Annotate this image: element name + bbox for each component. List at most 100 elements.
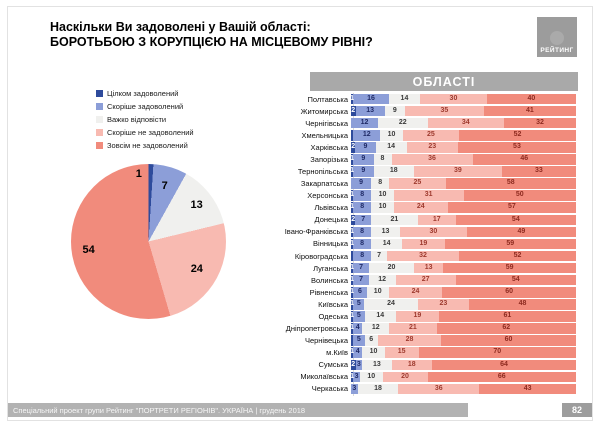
pie-slice-label: 1 — [135, 167, 142, 180]
bar-segment-value: 7 — [377, 251, 382, 259]
stacked-bar: 1 5 14 19 61 — [350, 311, 576, 322]
bar-segment-value: 32 — [419, 251, 427, 259]
bar-segment: 1 — [350, 262, 354, 274]
bar-segment: 21 — [371, 214, 418, 226]
bar-segment-value: 9 — [392, 106, 397, 114]
bar-segment-value: 70 — [493, 348, 502, 356]
bar-segment: 24 — [364, 299, 418, 310]
legend-label: Важко відповісти — [107, 115, 167, 124]
bar-segment: 1 — [350, 202, 354, 213]
legend-item: Скоріше задоволений — [96, 100, 194, 113]
bar-segment: 34 — [427, 117, 504, 129]
bar-segment-value: 2 — [351, 360, 356, 368]
bar-row: Луганська 1 7 20 13 59 — [282, 262, 578, 274]
bar-segment-value: 8 — [360, 239, 365, 247]
bar-segment-value: 12 — [360, 118, 369, 126]
bar-segment-value: 22 — [398, 118, 407, 126]
bar-segment-value: 21 — [408, 324, 417, 332]
legend-marker-icon — [96, 116, 103, 123]
bar-segment: 12 — [368, 274, 396, 286]
bar-segment: 49 — [466, 226, 576, 238]
bar-segment-value: 59 — [505, 263, 514, 271]
bar-segment-value: 8 — [380, 155, 385, 163]
region-label: Чернігівська — [305, 118, 348, 128]
bar-segment: 1 — [350, 154, 354, 165]
bar-segment: 41 — [483, 105, 576, 117]
bar-segment: 1 — [350, 166, 354, 177]
page-number-box: 82 — [562, 403, 592, 417]
bar-segment: 19 — [402, 238, 445, 250]
region-label: Запорізька — [310, 154, 348, 164]
bar-segment-value: 10 — [369, 348, 378, 356]
bar-segment: 14 — [388, 93, 421, 105]
bar-segment: 1 — [350, 226, 354, 238]
region-label: Сумська — [318, 360, 348, 370]
bar-segment: 64 — [432, 359, 576, 370]
bar-segment-value: 12 — [371, 324, 380, 332]
bar-segment-value: 52 — [513, 251, 522, 259]
region-label: Тернопільська — [297, 167, 348, 176]
bar-segment: 48 — [469, 299, 576, 310]
bar-segment: 23 — [406, 142, 458, 153]
bar-row: Запорізька 1 9 8 36 46 — [282, 153, 578, 165]
bar-segment: 12 — [362, 323, 390, 334]
bar-segment: 43 — [479, 383, 576, 395]
bar-segment: 36 — [391, 154, 473, 165]
bar-segment: 40 — [486, 93, 576, 105]
bar-segment-value: 30 — [449, 94, 458, 102]
bar-row: Херсонська 1 8 10 31 50 — [282, 190, 578, 202]
bar-segment-value: 32 — [536, 118, 544, 126]
bar-segment: 27 — [395, 274, 456, 286]
stacked-bar: 1 16 14 30 40 — [350, 93, 576, 105]
bar-segment: 8 — [371, 178, 390, 189]
bar-segment-value: 13 — [381, 227, 390, 235]
bar-segment: 14 — [375, 142, 407, 153]
bar-segment-value: 36 — [434, 384, 443, 392]
footer: Спеціальний проект групи Рейтинг "ПОРТРЕ… — [8, 403, 468, 417]
bar-segment-value: 27 — [421, 275, 430, 283]
bar-row: Миколаївська 1 3 10 20 66 — [282, 371, 578, 383]
bar-segment-value: 46 — [520, 155, 529, 163]
bar-segment: 23 — [417, 299, 470, 310]
bar-row: Хмельницька 12 10 25 52 — [282, 129, 578, 141]
bar-segment: 7 — [353, 262, 369, 274]
bar-segment-value: 9 — [363, 143, 368, 151]
region-label: Херсонська — [307, 191, 348, 201]
stacked-bar: 2 13 9 35 41 — [351, 105, 576, 117]
bar-segment-value: 21 — [390, 215, 399, 223]
bar-segment-value: 13 — [424, 263, 433, 271]
legend-item: Важко відповісти — [96, 113, 194, 126]
region-label: Чернівецька — [304, 336, 348, 346]
bar-row: Житомирська 2 13 9 35 41 — [282, 105, 578, 117]
bar-segment: 36 — [398, 383, 480, 395]
bar-segment-value: 19 — [419, 239, 428, 247]
bar-segment-value: 7 — [359, 263, 364, 271]
bar-segment: 10 — [371, 190, 394, 201]
bar-segment-value: 1 — [350, 324, 355, 332]
bar-row: Кіровоградська 8 7 32 52 — [282, 250, 578, 262]
bar-segment: 20 — [369, 262, 414, 274]
bar-segment-value: 30 — [429, 227, 438, 235]
bar-segment-value: 10 — [387, 131, 396, 139]
bar-segment-value: 10 — [367, 372, 376, 380]
bar-segment: 8 — [353, 238, 372, 250]
bar-segment-value: 20 — [387, 263, 396, 271]
bar-segment-value: 1 — [350, 300, 355, 308]
bar-segment-value: 57 — [507, 203, 516, 211]
pie-slice-label: 54 — [82, 244, 95, 257]
bar-segment: 1 — [350, 238, 354, 250]
bar-segment: 52 — [459, 130, 576, 141]
bar-segment-value: 33 — [534, 167, 543, 175]
bar-segment: 24 — [393, 202, 448, 213]
bar-segment-value: 36 — [428, 155, 436, 163]
bar-row: Рівненська 1 6 10 24 60 — [282, 286, 578, 298]
bar-segment-value: 25 — [413, 179, 422, 187]
pie-slice-label: 13 — [190, 198, 203, 211]
bar-segment: 58 — [445, 178, 576, 189]
bar-segment: 22 — [378, 117, 428, 129]
bar-segment: 52 — [459, 250, 576, 262]
bar-row: Тернопільська 1 9 18 39 33 — [282, 165, 578, 177]
bar-segment-value: 20 — [401, 372, 409, 380]
bar-segment: 59 — [443, 262, 576, 274]
bar-row: Чернівецька 5 6 28 60 — [282, 335, 578, 347]
